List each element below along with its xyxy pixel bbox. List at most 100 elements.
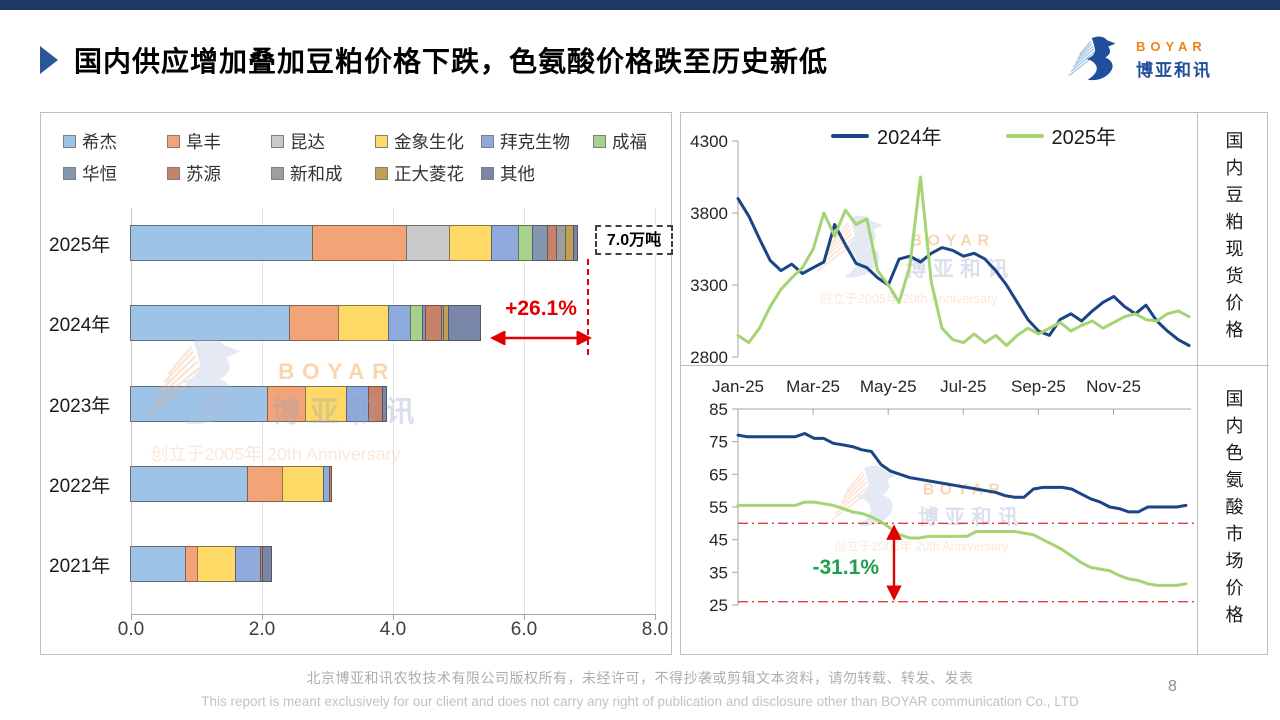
watermark-brand-text: BOYAR: [278, 360, 397, 385]
bar-segment-阜丰: [266, 386, 306, 422]
bar-segment-其他: [381, 386, 387, 422]
bar-category-label: 2023年: [49, 396, 111, 417]
bar-segment-阜丰: [246, 466, 283, 502]
bar-row-2021年: [130, 546, 273, 582]
change-percent-label: -31.1%: [812, 556, 879, 579]
soybean-meal-price-chart: 2024年 2025年 4300 3800 3300 2800 BOYAR 博亚和讯 创立于…: [681, 113, 1197, 366]
y-tick-label: 45: [709, 531, 728, 550]
bar-row-2024年: [130, 305, 482, 341]
bar-segment-昆达: [406, 225, 451, 261]
top-accent-bar: [0, 0, 1280, 10]
side-caption-strip: 国内豆粕现货价格 国内色氨酸市场价格: [1197, 113, 1269, 654]
legend-line-swatch: [831, 133, 869, 138]
x-tick-label: 8.0: [641, 619, 669, 640]
bar-category-label: 2022年: [49, 476, 111, 497]
bar-segment-金象生化: [304, 386, 348, 422]
legend-item-苏源: 苏源: [167, 161, 221, 186]
legend-item-正大菱花: 正大菱花: [375, 161, 464, 186]
legend-swatch: [271, 167, 284, 180]
series-line-green_line: [736, 500, 1188, 587]
x-tick-label: May-25: [860, 377, 917, 396]
series-line-dark_blue_line: [736, 432, 1188, 514]
bar-segment-希杰: [130, 225, 314, 261]
bar-segment-成福: [517, 225, 534, 261]
y-tick-label: 4300: [690, 132, 728, 151]
legend-swatch: [167, 167, 180, 180]
y-tick-label: 35: [709, 563, 728, 582]
footer: 北京博亚和讯农牧技术有限公司版权所有，未经许可，不得抄袭或剪辑文本资料，请勿转载…: [0, 668, 1280, 709]
x-tick-mark: [393, 614, 394, 620]
y-tick-label: 3800: [690, 204, 728, 223]
legend-swatch: [481, 135, 494, 148]
x-tick-label: 4.0: [379, 619, 407, 640]
bar-segment-拜克生物: [387, 305, 411, 341]
total-annotation-box: 7.0万吨: [595, 225, 673, 255]
bar-segment-苏源: [368, 386, 383, 422]
legend-item-希杰: 希杰: [63, 129, 117, 154]
x-tick-mark: [262, 614, 263, 620]
legend-swatch: [63, 167, 76, 180]
legend-label: 昆达: [290, 132, 325, 152]
bar-segment-阜丰: [289, 305, 339, 341]
series-line-2024年: [736, 197, 1191, 347]
page-title: 国内供应增加叠加豆粕价格下跌，色氨酸价格跌至历史新低: [74, 46, 829, 77]
bar-segment-阜丰: [312, 225, 408, 261]
legend-item-昆达: 昆达: [271, 129, 325, 154]
x-tick-label: Mar-25: [786, 377, 840, 396]
legend-item-阜丰: 阜丰: [167, 129, 221, 154]
bar-segment-希杰: [130, 466, 248, 502]
legend-swatch: [375, 135, 388, 148]
x-tick-mark: [131, 614, 132, 620]
y-tick-label: 25: [709, 596, 728, 615]
legend-label: 金象生化: [394, 132, 464, 152]
y-tick-label: 55: [709, 498, 728, 517]
legend-swatch: [167, 135, 180, 148]
bar-segment-苏源: [425, 305, 442, 341]
legend-line-swatch: [1005, 133, 1044, 138]
bar-row-2023年: [130, 386, 387, 422]
bar-segment-拜克生物: [346, 386, 370, 422]
legend-label: 阜丰: [186, 132, 221, 152]
price-charts-panel: 2024年 2025年 4300 3800 3300 2800 BOYAR 博亚和讯 创立于…: [680, 112, 1269, 655]
bar-category-label: 2025年: [49, 235, 111, 256]
bar-segment-金象生化: [196, 546, 237, 582]
line-chart-legend: 2024年 2025年: [831, 121, 1116, 150]
dashed-reference-line: [587, 259, 589, 355]
bar-segment-金象生化: [281, 466, 325, 502]
x-tick-label: Nov-25: [1086, 377, 1141, 396]
capacity-bar-chart-panel: 希杰 阜丰 昆达 金象生化 拜克生物 成福 华恒 苏源 新和成 正大菱花 其他 0.0 2.0 4.0 6…: [40, 112, 673, 655]
bar-row-2022年: [130, 466, 333, 502]
legend-item-拜克生物: 拜克生物: [481, 129, 570, 154]
x-tick-mark: [524, 614, 525, 620]
x-tick-label: 0.0: [117, 619, 145, 640]
company-logo: BOYAR 博亚和讯: [1068, 28, 1218, 92]
x-tick-mark: [655, 614, 656, 620]
bar-segment-其他: [261, 546, 273, 582]
legend-item-华恒: 华恒: [63, 161, 117, 186]
legend-label: 华恒: [82, 164, 117, 184]
caption-tryptophan: 国内色氨酸市场价格: [1223, 388, 1244, 632]
gridline: [393, 208, 394, 614]
y-tick-label: 3300: [690, 276, 728, 295]
change-arrow: [489, 331, 593, 345]
legend-item-金象生化: 金象生化: [375, 129, 464, 154]
bar-segment-其他: [448, 305, 482, 341]
legend-label: 苏源: [186, 164, 221, 184]
bar-segment-其他: [573, 225, 579, 261]
x-tick-label: 6.0: [510, 619, 538, 640]
footer-disclaimer-en: This report is meant exclusively for our…: [201, 694, 1079, 709]
gridline: [655, 208, 656, 614]
legend-label: 正大菱花: [394, 164, 464, 184]
boyar-bird-icon: [1068, 36, 1116, 81]
bar-segment-金象生化: [337, 305, 389, 341]
line-legend-item-2024年: 2024年: [831, 121, 942, 150]
bar-segment-金象生化: [449, 225, 492, 261]
y-tick-label: 2800: [690, 348, 728, 366]
logo-brand-text: BOYAR: [1136, 39, 1207, 54]
bar-category-label: 2021年: [49, 556, 111, 577]
bar-segment-希杰: [130, 546, 186, 582]
line-legend-item-2025年: 2025年: [1005, 121, 1116, 150]
legend-item-新和成: 新和成: [271, 161, 343, 186]
y-tick-label: 75: [709, 433, 728, 452]
